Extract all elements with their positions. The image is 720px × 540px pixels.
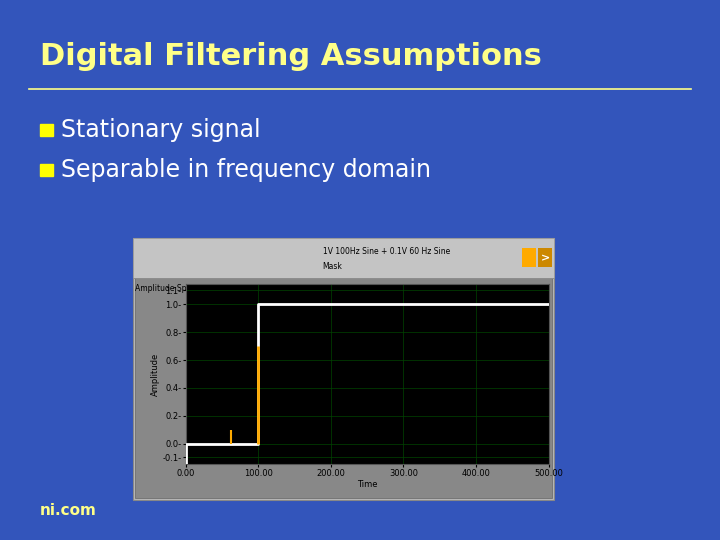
Bar bbox=[538, 248, 552, 267]
Text: ni.com: ni.com bbox=[40, 503, 96, 518]
X-axis label: Time: Time bbox=[357, 481, 377, 489]
Bar bbox=[40, 164, 53, 176]
Text: 1V 100Hz Sine + 0.1V 60 Hz Sine: 1V 100Hz Sine + 0.1V 60 Hz Sine bbox=[323, 247, 450, 256]
Bar bbox=[522, 248, 536, 267]
Text: Digital Filtering Assumptions: Digital Filtering Assumptions bbox=[40, 42, 541, 71]
Text: Amplitude Spectrum (Vrms): Amplitude Spectrum (Vrms) bbox=[135, 284, 243, 293]
Text: Mask: Mask bbox=[323, 262, 343, 271]
Bar bbox=[135, 278, 552, 498]
Bar bbox=[133, 238, 554, 278]
Bar bbox=[133, 238, 554, 500]
Text: Separable in frequency domain: Separable in frequency domain bbox=[61, 158, 431, 182]
Bar bbox=[40, 124, 53, 136]
Y-axis label: Amplitude: Amplitude bbox=[150, 352, 160, 396]
Text: Stationary signal: Stationary signal bbox=[61, 118, 261, 141]
Text: >: > bbox=[541, 253, 549, 263]
